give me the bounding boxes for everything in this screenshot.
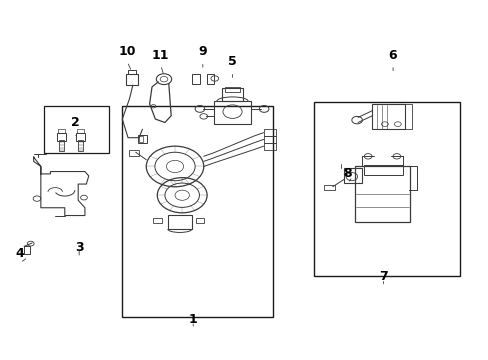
- Bar: [122, 105, 273, 317]
- Text: 5: 5: [228, 55, 236, 68]
- Text: 4: 4: [16, 247, 24, 260]
- Bar: [57, 132, 66, 141]
- Bar: [344, 168, 362, 183]
- Bar: [44, 105, 109, 153]
- Bar: [263, 136, 275, 143]
- Bar: [137, 135, 147, 143]
- Bar: [129, 150, 139, 156]
- Bar: [324, 185, 334, 190]
- Bar: [192, 74, 200, 84]
- Bar: [126, 75, 137, 85]
- Bar: [128, 70, 136, 75]
- Text: 10: 10: [118, 45, 136, 58]
- Bar: [59, 140, 64, 151]
- Bar: [138, 136, 142, 142]
- Bar: [263, 129, 275, 136]
- Bar: [313, 102, 459, 276]
- Bar: [214, 101, 250, 124]
- Bar: [225, 87, 239, 92]
- Text: 2: 2: [71, 116, 80, 129]
- Text: 6: 6: [388, 49, 397, 62]
- Text: 11: 11: [152, 49, 169, 62]
- Text: 8: 8: [343, 167, 351, 180]
- Bar: [195, 218, 204, 223]
- Bar: [354, 166, 409, 222]
- Text: 1: 1: [188, 312, 197, 325]
- Text: 7: 7: [378, 270, 387, 283]
- Bar: [263, 143, 275, 149]
- Bar: [372, 104, 404, 129]
- Bar: [153, 218, 162, 223]
- Bar: [58, 129, 64, 132]
- Bar: [24, 246, 30, 254]
- Bar: [77, 129, 84, 132]
- Text: 3: 3: [75, 242, 83, 255]
- Bar: [167, 215, 191, 229]
- Bar: [76, 132, 85, 141]
- Bar: [364, 166, 402, 175]
- Bar: [222, 88, 243, 101]
- Bar: [78, 140, 83, 151]
- Bar: [206, 74, 214, 84]
- Text: 9: 9: [198, 45, 207, 58]
